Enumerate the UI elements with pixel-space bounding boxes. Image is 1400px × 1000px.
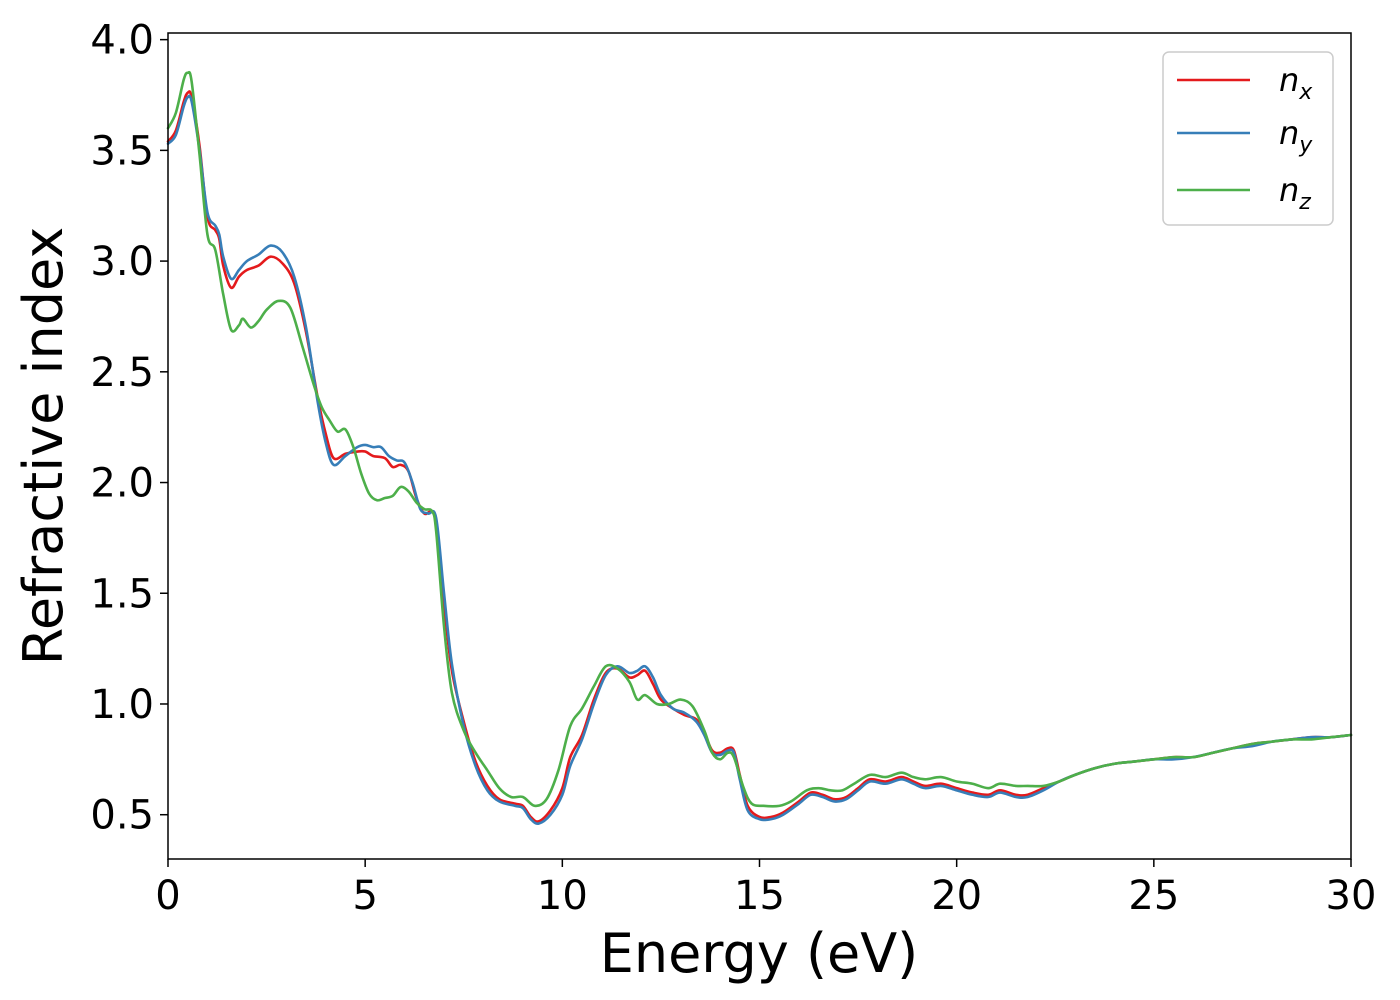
- x-tick-label: 0: [155, 873, 180, 919]
- x-tick-label: 30: [1326, 873, 1377, 919]
- y-tick-label: 1.5: [90, 571, 154, 617]
- y-tick-label: 3.0: [90, 239, 154, 285]
- y-tick-label: 2.5: [90, 350, 154, 396]
- tick-layer: 0 5 10 15 20 25 30 0.5 1.0 1.5 2.0 2.5 3.0 3.5 4.0: [90, 18, 1376, 919]
- x-tick-label: 20: [931, 873, 982, 919]
- y-tick-label: 4.0: [90, 18, 154, 64]
- series-line-ny: [166, 94, 1353, 825]
- y-tick-label: 3.5: [90, 128, 154, 174]
- x-tick-label: 10: [537, 873, 588, 919]
- x-tick-label: 5: [352, 873, 377, 919]
- y-axis-title: Refractive index: [12, 227, 75, 666]
- y-tick-label: 1.0: [90, 682, 154, 728]
- legend-label-nx: nx: [1279, 61, 1313, 105]
- series-layer: [166, 70, 1353, 825]
- x-axis-title: Energy (eV): [600, 922, 919, 985]
- x-tick-label: 25: [1128, 873, 1179, 919]
- legend-box: [1162, 51, 1334, 226]
- legend-label-nz: nz: [1279, 171, 1311, 215]
- legend-label-ny: ny: [1279, 114, 1313, 158]
- x-tick-label: 15: [734, 873, 785, 919]
- legend: nx ny nz: [1162, 51, 1334, 226]
- y-tick-label: 0.5: [90, 793, 154, 839]
- series-line-nz: [166, 70, 1353, 808]
- y-tick-label: 2.0: [90, 461, 154, 507]
